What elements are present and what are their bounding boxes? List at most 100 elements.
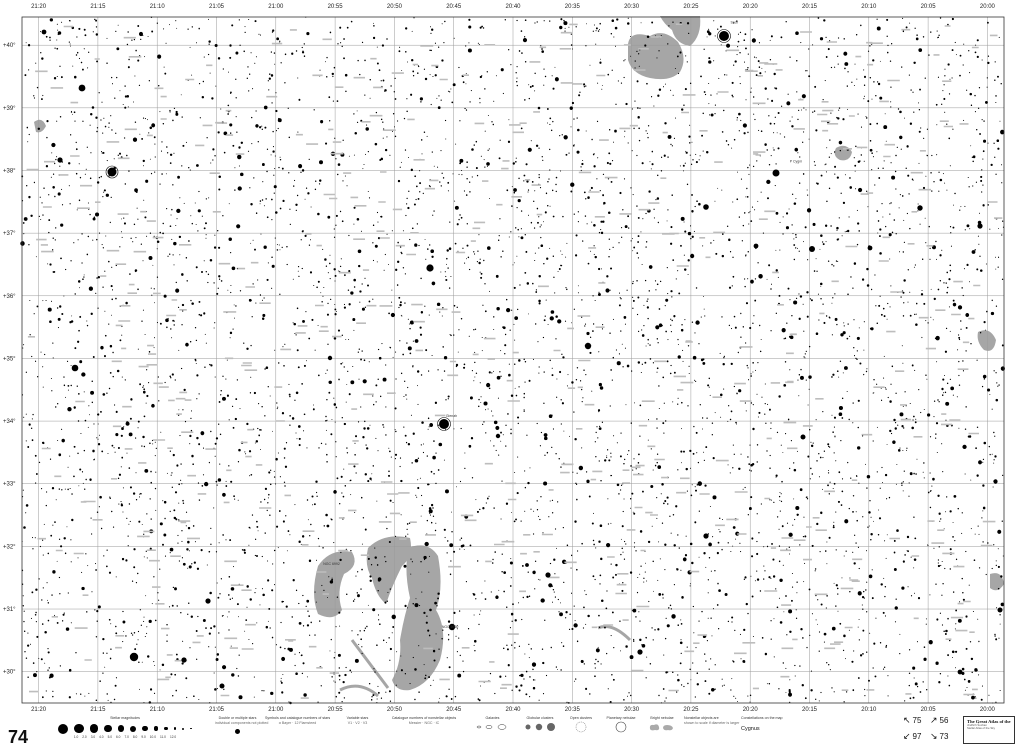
ra-tick-label: 20:00	[980, 707, 996, 712]
galaxy-icon	[476, 724, 506, 730]
magnitude-dot	[58, 723, 69, 734]
legend-variables-sub: V1 · V2 · V3	[347, 721, 368, 725]
dec-tick-label: +32°	[3, 544, 16, 550]
dec-tick-label: +38°	[3, 168, 16, 174]
bright-star	[772, 169, 780, 177]
nebula-layer	[34, 16, 1004, 698]
legend-bar: 74 Stellar magnitudes 1.0 2.0 3.0 4.0 5.0 6.0…	[0, 712, 1017, 747]
ra-tick-label: 20:10	[861, 4, 877, 10]
arrow-down-left-icon: ↙	[903, 731, 911, 741]
legend-open-caption: Open clusters	[569, 716, 593, 720]
nebula-patch	[34, 119, 46, 133]
star-name-label: Gienah	[446, 414, 457, 418]
atlas-title: The Great Atlas of the	[967, 719, 1011, 724]
legend-open: Open clusters	[566, 716, 596, 734]
bright-star	[703, 533, 709, 539]
constellation-name: Cygnus	[741, 726, 760, 732]
magnitude-label: 12.0	[169, 735, 177, 739]
nav-page-56[interactable]: ↗ 56	[930, 715, 948, 726]
arrow-up-left-icon: ↖	[903, 715, 911, 725]
legend-nonstellar: Nonstellar objects are shown to scale if…	[684, 716, 739, 725]
ra-tick-label: 21:00	[268, 4, 284, 10]
atlas-author: Jindřich Šuchan	[967, 723, 987, 727]
ra-tick-label: 20:00	[980, 4, 996, 10]
legend-magnitudes: Stellar magnitudes 1.0 2.0 3.0 4.0 5.0 6.0 7.0…	[50, 716, 200, 739]
bright-star	[809, 246, 815, 252]
magnitude-dot	[142, 725, 148, 732]
magnitude-label: 2.0	[82, 735, 87, 739]
legend-symbols-caption: Symbols and catalogue numbers of stars	[265, 716, 331, 720]
nebula-name-label: NGC 6960	[442, 625, 459, 629]
dec-tick-label: +39°	[3, 106, 16, 112]
dec-tick-label: +40°	[3, 43, 16, 49]
legend-bright: Bright nebulae	[644, 716, 680, 733]
ra-tick-label: 20:35	[565, 4, 581, 10]
nav-page-97[interactable]: ↙ 97	[903, 731, 921, 742]
magnitude-label: 5.0	[107, 735, 113, 739]
magnitude-label: 6.0	[116, 735, 121, 739]
magnitude-label: 4.0	[99, 735, 104, 739]
legend-bright-caption: Bright nebulae	[650, 716, 674, 720]
bright-star	[71, 364, 79, 372]
bright-star	[867, 245, 873, 251]
atlas-subtitle: Stellar Atlas of the Sky	[967, 726, 995, 731]
magnitude-dot	[182, 727, 185, 730]
magnitude-label: 3.0	[90, 735, 96, 739]
nav-page-75[interactable]: ↖ 75	[903, 715, 921, 726]
ra-tick-label: 21:00	[268, 707, 284, 712]
ra-tick-label: 20:25	[683, 707, 699, 712]
magnitude-label: 8.0	[132, 735, 138, 739]
object-labels: Sadr Gienah P Cygni NGC 6992 NGC 6960	[323, 21, 802, 629]
magnitude-dot	[163, 726, 168, 731]
ra-tick-label: 21:20	[31, 707, 47, 712]
ra-tick-label: 20:50	[387, 707, 403, 712]
bright-star	[957, 669, 963, 675]
dec-tick-label: +36°	[3, 294, 16, 300]
bright-star	[129, 652, 139, 662]
bright-star	[800, 434, 806, 440]
ra-tick-label: 20:55	[328, 707, 344, 712]
magnitude-dot	[89, 724, 99, 733]
ra-tick-label: 20:05	[921, 4, 937, 10]
nebula-patch	[628, 33, 684, 80]
bright-star	[78, 84, 86, 92]
ra-tick-label: 20:50	[387, 4, 403, 10]
legend-globular-caption: Globular clusters	[526, 716, 554, 720]
magnitude-dot	[117, 725, 125, 732]
ra-tick-label: 21:20	[31, 4, 47, 10]
bright-star	[448, 623, 456, 631]
ra-tick-label: 20:30	[624, 4, 640, 10]
ra-tick-label: 20:40	[505, 707, 521, 712]
bright-star	[703, 204, 709, 210]
bright-star	[57, 157, 63, 163]
legend-constellations: Constellations on the map	[741, 716, 801, 720]
star-chart[interactable]: 21:20 21:20 21:15 21:15 21:10 21:10 21:05 21:05…	[0, 0, 1017, 712]
ra-tick-label: 21:05	[209, 707, 225, 712]
bright-star-ring	[105, 165, 119, 179]
bright-star	[977, 223, 983, 229]
star-name-label: Sadr	[730, 21, 738, 25]
legend-doubles-sub: individual components not plotted	[215, 721, 269, 725]
dec-tick-label: +30°	[3, 670, 16, 676]
dec-tick-label: +35°	[3, 356, 16, 362]
nav-page-73[interactable]: ↘ 73	[930, 731, 948, 742]
nebula-patch	[366, 536, 411, 604]
magnitude-label: 9.0	[141, 735, 146, 739]
ra-tick-label: 20:40	[505, 4, 521, 10]
ra-tick-label: 20:20	[743, 707, 759, 712]
legend-globular: Globular clusters	[520, 716, 560, 733]
nav-page-97-label: 97	[912, 732, 922, 741]
coordinate-grid: 21:20 21:20 21:15 21:15 21:10 21:10 21:05 21:05…	[3, 4, 1004, 712]
magnitude-label: 7.0	[124, 735, 129, 739]
bright-star-ring	[437, 417, 451, 431]
legend-magnitudes-caption: Stellar magnitudes	[110, 716, 140, 720]
ra-tick-label: 20:55	[328, 4, 344, 10]
ra-tick-label: 21:10	[150, 4, 166, 10]
legend-galaxies: Galaxies	[470, 716, 515, 733]
nebula-filament	[597, 625, 632, 642]
bright-star	[917, 205, 923, 211]
legend-catalogue-caption: Catalogue numbers of nonstellar objects	[391, 716, 457, 720]
ra-tick-label: 20:45	[446, 707, 462, 712]
globular-cluster-icon	[525, 723, 555, 731]
bright-star	[219, 683, 225, 689]
